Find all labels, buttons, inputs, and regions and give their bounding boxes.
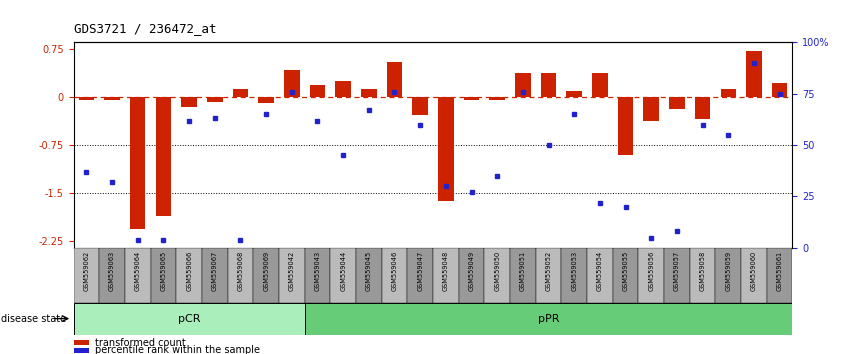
- Bar: [105, 97, 120, 100]
- Text: GSM559051: GSM559051: [520, 251, 526, 291]
- Bar: [407, 248, 433, 303]
- Text: transformed count: transformed count: [95, 337, 186, 348]
- Bar: [228, 248, 253, 303]
- Text: GSM559068: GSM559068: [237, 251, 243, 291]
- Bar: [721, 89, 736, 97]
- Bar: [489, 97, 505, 100]
- Text: GSM559060: GSM559060: [751, 251, 757, 291]
- Text: GSM559059: GSM559059: [725, 251, 731, 291]
- Bar: [510, 248, 536, 303]
- Text: GSM559054: GSM559054: [597, 251, 603, 291]
- Bar: [536, 248, 561, 303]
- Bar: [515, 73, 531, 97]
- Text: GSM559053: GSM559053: [572, 251, 577, 291]
- Text: pCR: pCR: [178, 314, 200, 324]
- Text: GSM559069: GSM559069: [263, 251, 269, 291]
- Bar: [74, 340, 88, 345]
- Bar: [689, 248, 715, 303]
- Bar: [715, 248, 741, 303]
- Bar: [561, 248, 587, 303]
- Bar: [638, 248, 664, 303]
- Text: GSM559045: GSM559045: [365, 251, 372, 291]
- Bar: [335, 81, 351, 97]
- Text: GSM559047: GSM559047: [417, 251, 423, 291]
- Text: GSM559058: GSM559058: [700, 251, 706, 291]
- Bar: [74, 248, 100, 303]
- Bar: [156, 97, 171, 216]
- Bar: [612, 248, 638, 303]
- Text: percentile rank within the sample: percentile rank within the sample: [95, 346, 261, 354]
- Bar: [258, 97, 274, 103]
- Bar: [772, 83, 787, 97]
- Bar: [617, 97, 633, 155]
- Bar: [741, 248, 766, 303]
- Text: GSM559064: GSM559064: [135, 251, 141, 291]
- Bar: [182, 97, 197, 107]
- Bar: [669, 97, 684, 109]
- Bar: [566, 91, 582, 97]
- Text: GSM559065: GSM559065: [160, 251, 166, 291]
- Bar: [284, 70, 300, 97]
- Bar: [766, 248, 792, 303]
- Bar: [207, 97, 223, 102]
- Text: GDS3721 / 236472_at: GDS3721 / 236472_at: [74, 22, 216, 35]
- Bar: [387, 62, 402, 97]
- Bar: [330, 248, 356, 303]
- Bar: [361, 89, 377, 97]
- Bar: [587, 248, 612, 303]
- Text: GSM559056: GSM559056: [649, 251, 654, 291]
- Text: GSM559066: GSM559066: [186, 251, 192, 291]
- Bar: [592, 73, 608, 97]
- Bar: [540, 73, 556, 97]
- Text: GSM559046: GSM559046: [391, 251, 397, 291]
- Text: GSM559062: GSM559062: [83, 251, 89, 291]
- Text: GSM559057: GSM559057: [674, 251, 680, 291]
- Bar: [130, 97, 145, 229]
- Text: GSM559052: GSM559052: [546, 251, 552, 291]
- Bar: [433, 248, 459, 303]
- Bar: [202, 248, 228, 303]
- Bar: [253, 248, 279, 303]
- Bar: [79, 97, 94, 100]
- Bar: [412, 97, 428, 115]
- Text: GSM559055: GSM559055: [623, 251, 629, 291]
- Bar: [438, 97, 454, 201]
- Bar: [643, 97, 659, 121]
- Text: disease state: disease state: [1, 314, 66, 324]
- Bar: [74, 303, 305, 335]
- Bar: [459, 248, 484, 303]
- Text: pPR: pPR: [538, 314, 559, 324]
- Bar: [74, 348, 88, 353]
- Bar: [484, 248, 510, 303]
- Bar: [746, 51, 761, 97]
- Text: GSM559048: GSM559048: [443, 251, 449, 291]
- Text: GSM559061: GSM559061: [777, 251, 783, 291]
- Bar: [305, 303, 792, 335]
- Text: GSM559050: GSM559050: [494, 251, 501, 291]
- Bar: [233, 89, 249, 97]
- Text: GSM559067: GSM559067: [212, 251, 217, 291]
- Bar: [356, 248, 382, 303]
- Bar: [100, 248, 125, 303]
- Text: GSM559049: GSM559049: [469, 251, 475, 291]
- Bar: [310, 85, 326, 97]
- Text: GSM559044: GSM559044: [340, 251, 346, 291]
- Bar: [125, 248, 151, 303]
- Bar: [664, 248, 689, 303]
- Text: GSM559063: GSM559063: [109, 251, 115, 291]
- Bar: [382, 248, 407, 303]
- Text: GSM559043: GSM559043: [314, 251, 320, 291]
- Bar: [695, 97, 710, 119]
- Bar: [151, 248, 177, 303]
- Bar: [305, 248, 330, 303]
- Bar: [279, 248, 305, 303]
- Bar: [464, 97, 479, 100]
- Bar: [177, 248, 202, 303]
- Text: GSM559042: GSM559042: [289, 251, 294, 291]
